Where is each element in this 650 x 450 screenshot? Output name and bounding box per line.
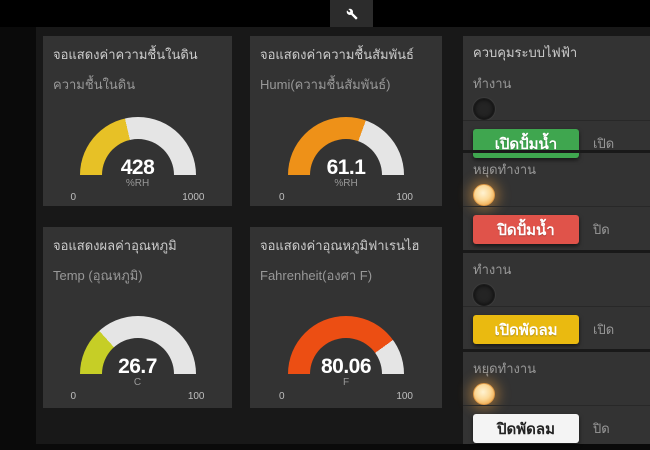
gauge-min: 0 [70, 192, 77, 203]
led-label: หยุดทำงาน [473, 361, 537, 376]
gauge-label: ความชื้นในดิน [53, 77, 136, 92]
gauge-unit: C [133, 377, 142, 388]
left-edge-strip [0, 27, 36, 450]
gauge-min: 0 [279, 192, 285, 203]
gauge-max: 100 [187, 391, 205, 402]
control-section-fan-on: ทำงาน เปิดพัดลม เปิด [463, 250, 650, 349]
button-side-label: ปิด [593, 222, 610, 237]
led-indicator [473, 98, 495, 120]
led-indicator [473, 383, 495, 405]
panel-title: จอแสดงผลค่าอุณหภูมิ [53, 238, 177, 253]
gauge-label: Fahrenheit(องศา F) [260, 268, 373, 283]
panel-soil-moisture: จอแสดงค่าความชื้นในดิน ความชื้นในดิน 428… [43, 36, 232, 206]
button-side-label: ปิด [593, 421, 610, 436]
led-indicator [473, 284, 495, 306]
gauge-temperature-f: 80.06 [288, 316, 404, 378]
panel-humidity: จอแสดงค่าความชื้นสัมพันธ์ Humi(ความชื้นส… [250, 36, 442, 206]
panel-title: จอแสดงค่าความชื้นสัมพันธ์ [260, 47, 414, 62]
control-panel-title: ควบคุมระบบไฟฟ้า [473, 45, 578, 60]
fan-off-button[interactable]: ปิดพัดลม [473, 414, 579, 443]
led-indicator [473, 184, 495, 206]
led-label: หยุดทำงาน [473, 162, 537, 177]
panel-title: จอแสดงค่าอุณหภูมิฟาเรนไฮ [260, 238, 420, 253]
control-section-pump-on: ควบคุมระบบไฟฟ้า ทำงาน เปิดปั้มน้ำ เปิด [463, 36, 650, 158]
control-panel: ควบคุมระบบไฟฟ้า ทำงาน เปิดปั้มน้ำ เปิด ห… [463, 36, 650, 444]
gauge-max: 100 [396, 192, 413, 203]
panel-temperature-c: จอแสดงผลค่าอุณหภูมิ Temp (อุณหภูมิ) 26.7… [43, 227, 232, 408]
button-side-label: เปิด [593, 136, 615, 151]
led-label: ทำงาน [473, 262, 512, 277]
wrench-icon [346, 8, 358, 20]
gauge-label: Temp (อุณหภูมิ) [53, 268, 143, 283]
gauge-unit: %RH [125, 178, 150, 189]
gauge-max: 1000 [182, 192, 205, 203]
control-section-fan-off: หยุดทำงาน ปิดพัดลม ปิด [463, 349, 650, 444]
panel-title: จอแสดงค่าความชื้นในดิน [53, 47, 198, 62]
gauge-value: 26.7 [118, 355, 157, 378]
gauge-label: Humi(ความชื้นสัมพันธ์) [260, 77, 391, 92]
button-side-label: เปิด [593, 322, 615, 337]
gauge-min: 0 [70, 391, 77, 402]
settings-button[interactable] [330, 0, 373, 27]
gauge-value: 80.06 [320, 355, 372, 378]
fan-on-button[interactable]: เปิดพัดลม [473, 315, 579, 344]
pump-off-button[interactable]: ปิดปั้มน้ำ [473, 215, 579, 244]
gauge-unit: F [342, 377, 350, 388]
gauge-value: 428 [120, 156, 155, 179]
gauge-value: 61.1 [326, 156, 366, 179]
gauge-unit: %RH [334, 178, 358, 189]
gauge-min: 0 [279, 391, 285, 402]
top-bar [0, 0, 650, 27]
gauge-temperature-c: 26.7 [79, 316, 196, 378]
gauge-soil-moisture: 428 [79, 117, 196, 179]
led-label: ทำงาน [473, 76, 512, 91]
pump-on-button[interactable]: เปิดปั้มน้ำ [473, 129, 579, 158]
gauge-humidity: 61.1 [288, 117, 404, 179]
gauge-max: 100 [396, 391, 413, 402]
control-section-pump-off: หยุดทำงาน ปิดปั้มน้ำ ปิด [463, 150, 650, 250]
panel-temperature-f: จอแสดงค่าอุณหภูมิฟาเรนไฮ Fahrenheit(องศา… [250, 227, 442, 408]
bottom-edge-strip [0, 444, 650, 450]
